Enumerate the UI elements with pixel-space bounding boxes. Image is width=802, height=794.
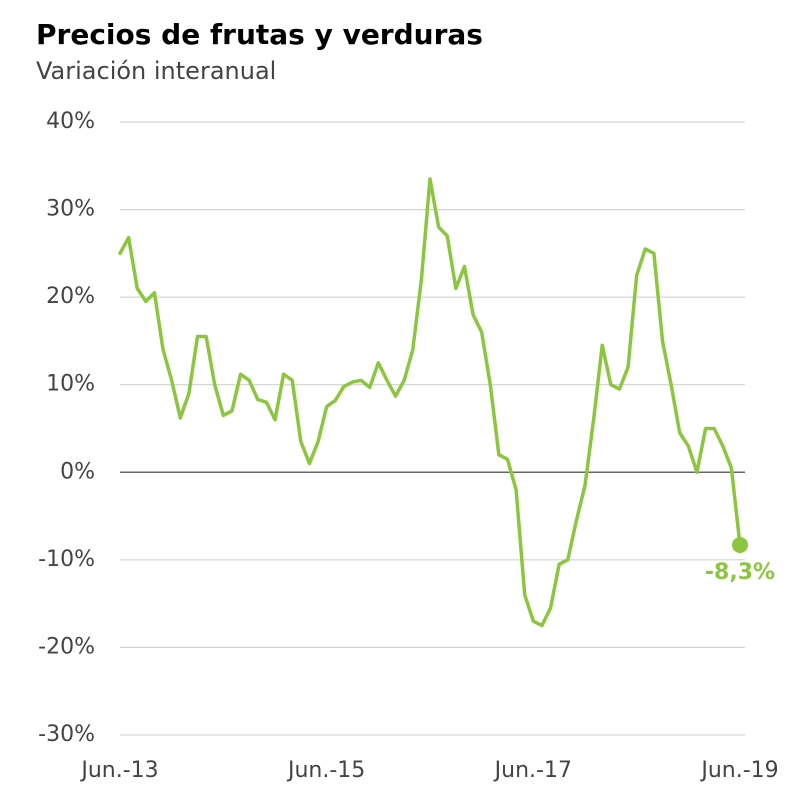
y-tick-label: 20% <box>46 284 95 309</box>
y-tick-label: 30% <box>46 197 95 222</box>
y-tick-label: -10% <box>38 547 95 572</box>
data-label: -8,3% <box>705 560 775 585</box>
y-tick-label: -20% <box>38 634 95 659</box>
x-tick-label: Jun.-15 <box>286 758 365 783</box>
chart-subtitle: Variación interanual <box>36 57 276 85</box>
x-tick-label: Jun.-17 <box>493 758 572 783</box>
chart-title: Precios de frutas y verduras <box>36 18 483 51</box>
y-tick-label: 0% <box>60 459 95 484</box>
y-tick-label: 10% <box>46 372 95 397</box>
y-tick-label: -30% <box>38 722 95 747</box>
end-point <box>732 536 748 553</box>
x-tick-label: Jun.-19 <box>699 758 778 783</box>
line <box>118 177 742 628</box>
y-tick-label: 40% <box>46 109 95 134</box>
x-tick-label: Jun.-13 <box>79 758 158 783</box>
